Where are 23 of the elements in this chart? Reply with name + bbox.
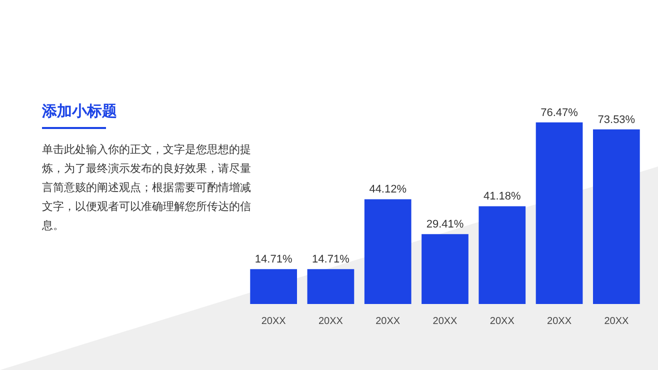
x-tick-label: 20XX — [318, 316, 344, 327]
data-label: 73.53% — [598, 114, 636, 126]
x-tick-label: 20XX — [261, 316, 286, 327]
bar — [536, 122, 583, 304]
bar — [364, 199, 412, 304]
bar — [307, 269, 354, 304]
x-tick-label: 20XX — [547, 316, 572, 327]
annotation: 单击此处输入你的正文，文字是您思想的提炼，为了最终演示发布的良好效果，请尽量言简意赅的阐述观点；根据需要可酌情增减文字，以便观者可以准确理解您所传达的信息。 — [42, 142, 252, 234]
bar — [250, 269, 297, 304]
data-label: 76.47% — [540, 106, 578, 119]
bar — [422, 234, 468, 304]
data-label: 44.12% — [369, 184, 407, 196]
bar — [478, 206, 526, 304]
text: 添加小标题 — [42, 102, 117, 121]
x-tick-label: 20XX — [376, 316, 400, 327]
x-tick-label: 20XX — [432, 316, 458, 327]
data-label: 14.71% — [312, 254, 350, 266]
x-tick-label: 20XX — [604, 316, 629, 327]
data-label: 29.41% — [426, 218, 464, 231]
data-label: 14.71% — [254, 254, 292, 266]
bar — [593, 129, 640, 304]
data-label: 41.18% — [483, 190, 522, 203]
x-tick-label: 20XX — [490, 316, 515, 327]
